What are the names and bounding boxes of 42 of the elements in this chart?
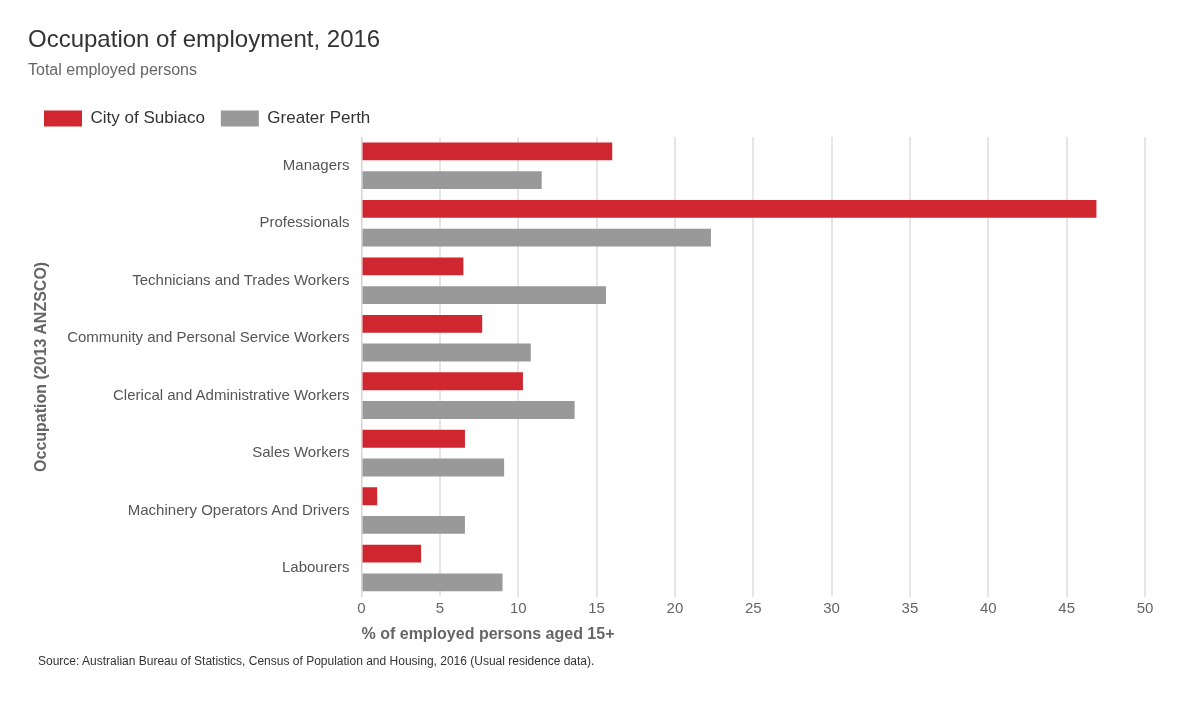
bar <box>362 573 503 592</box>
y-axis-title: Occupation (2013 ANZSCO) <box>32 261 50 472</box>
x-tick-label: 40 <box>979 598 997 616</box>
legend-label: Greater Perth <box>267 108 371 128</box>
bar <box>362 516 465 534</box>
x-tick-label: 15 <box>588 598 605 616</box>
y-tick-label: Community and Personal Service Workers <box>67 328 350 346</box>
y-tick-label: Technicians and Trades Workers <box>132 270 350 288</box>
x-tick-label: 30 <box>823 598 840 616</box>
x-tick-label: 25 <box>744 598 762 616</box>
bar <box>362 372 523 391</box>
x-tick-label: 10 <box>509 598 527 616</box>
bar <box>362 487 378 506</box>
y-tick-label: Labourers <box>281 558 350 576</box>
legend-label: City of Subiaco <box>90 108 205 128</box>
x-tick-label: 0 <box>357 598 366 616</box>
chart-title: Occupation of employment, 2016 <box>28 25 381 53</box>
bar <box>362 314 483 333</box>
text: Total employed persons <box>28 60 197 78</box>
x-tick-label: 20 <box>666 598 684 616</box>
source-note: Source: Australian Bureau of Statistics, Census of Population and Housing, 2016 (Usual residence data). <box>37 653 596 668</box>
x-tick-label: 45 <box>1058 598 1075 616</box>
bar <box>362 171 542 190</box>
y-tick-label: Machinery Operators And Drivers <box>127 500 350 518</box>
bar <box>362 228 711 247</box>
bar <box>362 343 531 362</box>
bar <box>362 401 575 419</box>
y-tick-label: Professionals <box>259 213 350 231</box>
y-tick-label: Sales Workers <box>252 443 350 461</box>
bar <box>362 142 613 161</box>
y-tick-label: Managers <box>282 155 350 173</box>
bar <box>362 429 465 448</box>
bar <box>362 458 505 477</box>
y-tick-label: Clerical and Administrative Workers <box>113 385 350 403</box>
bar <box>362 544 422 563</box>
x-tick-label: 5 <box>435 598 445 616</box>
x-tick-label: 50 <box>1136 598 1154 616</box>
bar <box>362 286 606 304</box>
bar <box>362 257 464 276</box>
x-tick-label: 35 <box>901 598 919 616</box>
x-axis-title: % of employed persons aged 15+ <box>361 624 615 642</box>
bar <box>362 199 1097 218</box>
